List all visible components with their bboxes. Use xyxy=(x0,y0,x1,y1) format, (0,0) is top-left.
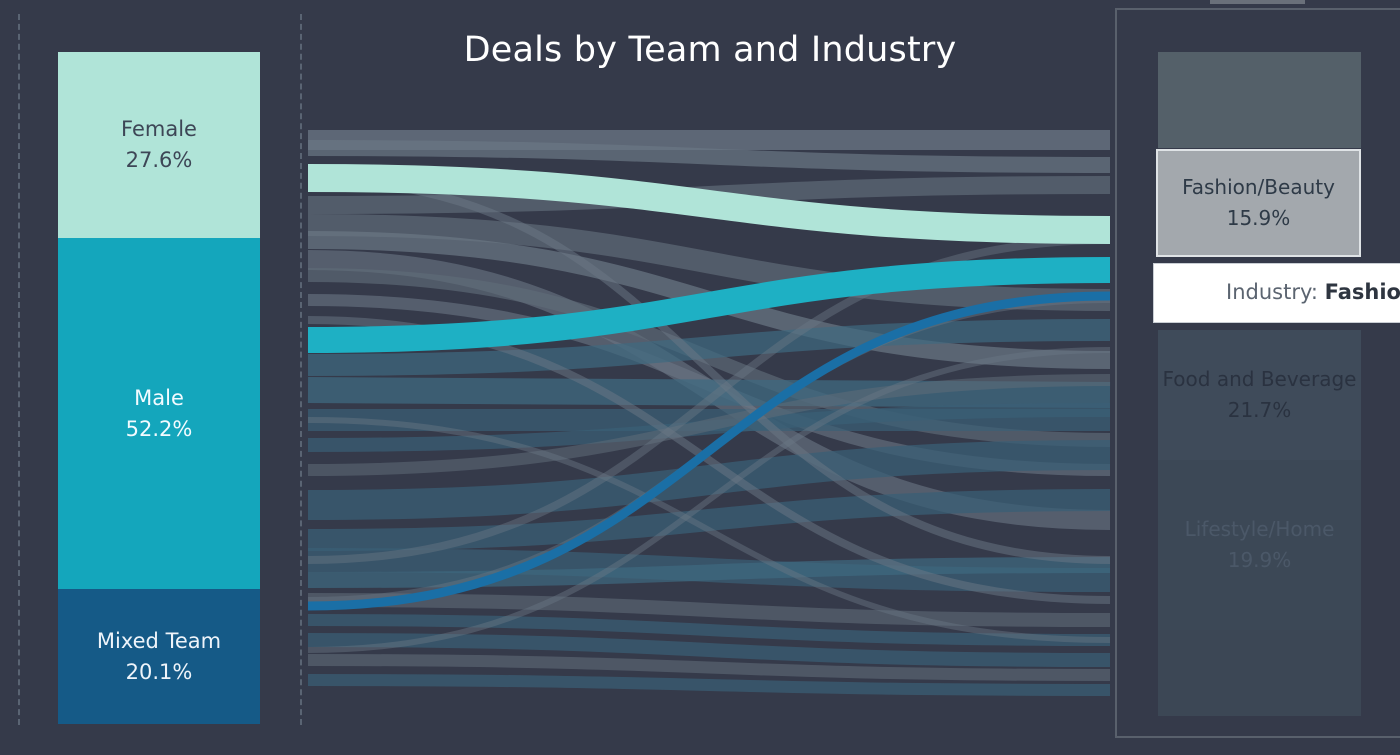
team-share-male: 52.2% xyxy=(125,416,193,441)
industry-segment-fashion-beauty[interactable]: Fashion/Beauty 15.9% xyxy=(1156,149,1361,257)
industry-bar: Fashion/Beauty 15.9% Food and Beverage 2… xyxy=(1156,52,1361,716)
team-share-mixed-team: 20.1% xyxy=(125,659,193,684)
chart-title: Deals by Team and Industry xyxy=(463,30,957,70)
flow-background-26[interactable] xyxy=(307,347,1111,653)
team-share-female: 27.6% xyxy=(125,148,193,172)
flow-male-fashion-beauty[interactable] xyxy=(307,257,1111,353)
flow-background-16[interactable] xyxy=(307,557,1111,588)
industry-label-food-beverage: Food and Beverage xyxy=(1162,367,1357,391)
team-bar: Female 27.6% Male 52.2% Mixed Team 20.1% xyxy=(58,52,260,724)
industry-segment-lifestyle-home[interactable]: Lifestyle/Home 19.9% xyxy=(1158,460,1361,630)
team-segment-female[interactable]: Female 27.6% xyxy=(58,52,260,238)
flow-background-9[interactable] xyxy=(307,377,1111,408)
flow-background-13[interactable] xyxy=(307,440,1111,520)
industry-segment-food-beverage[interactable]: Food and Beverage 21.7% xyxy=(1158,330,1361,460)
left-divider xyxy=(18,14,20,725)
flow-background-20[interactable] xyxy=(307,654,1111,681)
flow-background-21[interactable] xyxy=(307,674,1111,696)
team-segment-male[interactable]: Male 52.2% xyxy=(58,238,260,589)
flow-background-27[interactable] xyxy=(307,417,1111,643)
industry-segment-top[interactable] xyxy=(1158,52,1361,148)
industry-tooltip: Industry: Fashio xyxy=(1153,263,1400,323)
flow-background-8[interactable] xyxy=(307,319,1111,376)
industry-panel xyxy=(1115,8,1400,738)
center-divider xyxy=(300,14,302,725)
flow-background-23[interactable] xyxy=(307,176,1111,564)
team-label-mixed-team: Mixed Team xyxy=(96,628,222,653)
flow-background-1[interactable] xyxy=(307,140,1111,173)
flow-background-18[interactable] xyxy=(307,614,1111,646)
industry-label-fashion-beauty: Fashion/Beauty xyxy=(1182,175,1335,199)
industry-label-lifestyle-home: Lifestyle/Home xyxy=(1184,517,1335,541)
team-label-male: Male xyxy=(134,385,184,410)
tooltip-label: Industry: xyxy=(1226,280,1318,304)
flow-background-17[interactable] xyxy=(307,593,1111,627)
industry-share-lifestyle-home: 19.9% xyxy=(1227,548,1292,572)
flow-background-12[interactable] xyxy=(307,374,1111,476)
industry-panel-tab xyxy=(1210,0,1305,4)
industry-segment-bottom[interactable] xyxy=(1158,630,1361,716)
industry-share-food-beverage: 21.7% xyxy=(1227,398,1292,422)
team-segment-mixed-team[interactable]: Mixed Team 20.1% xyxy=(58,589,260,724)
flow-background-14[interactable] xyxy=(307,489,1111,551)
tooltip-value: Fashio xyxy=(1324,280,1400,304)
flow-female-fashion-beauty[interactable] xyxy=(307,164,1111,244)
flow-mixed-team-fashion-beauty[interactable] xyxy=(307,291,1111,611)
team-label-female: Female xyxy=(121,117,197,141)
flow-background-3[interactable] xyxy=(307,214,1111,311)
industry-share-fashion-beauty: 15.9% xyxy=(1226,206,1291,230)
flow-background-19[interactable] xyxy=(307,633,1111,667)
flow-background-24[interactable] xyxy=(307,236,1111,564)
